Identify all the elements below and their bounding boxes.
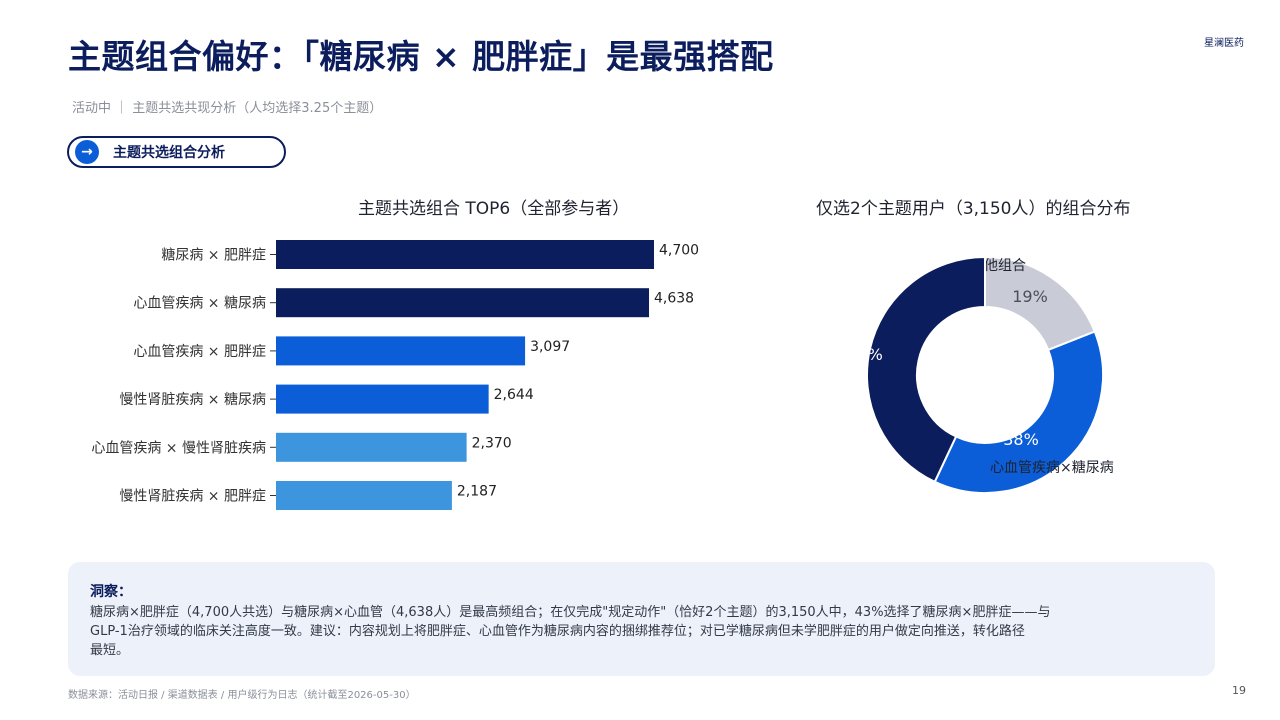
donut-chart-title: 仅选2个主题用户（3,150人）的组合分布: [816, 199, 1131, 219]
bar: [276, 384, 489, 414]
bar: [276, 432, 467, 462]
bar: [276, 288, 650, 318]
insight-text: 糖尿病×肥胖症（4,700人共选）与糖尿病×心血管（4,638人）是最高频组合；…: [90, 603, 1193, 660]
arrow-right-icon: →: [75, 140, 99, 164]
slice-value-label: 43%: [847, 345, 883, 364]
page-number: 19: [1232, 684, 1246, 697]
donut-slice: [866, 255, 986, 484]
insight-line: 糖尿病×肥胖症（4,700人共选）与糖尿病×心血管（4,638人）是最高频组合；…: [90, 605, 1051, 620]
category-label: 糖尿病 × 肥胖症: [161, 248, 266, 264]
bar-value-label: 2,644: [494, 387, 534, 403]
section-pill-label: 主题共选组合分析: [113, 145, 225, 161]
page-subtitle: 活动中 ｜ 主题共选共现分析（人均选择3.25个主题）: [72, 101, 383, 116]
data-source-note: 数据来源：活动日报 / 渠道数据表 / 用户级行为日志（统计截至2026-05-…: [68, 690, 416, 701]
bar: [276, 240, 654, 269]
bar-value-label: 2,370: [472, 435, 512, 451]
brand-name: 星澜医药: [1204, 38, 1244, 49]
category-label: 慢性肾脏疾病 × 糖尿病: [119, 391, 266, 408]
category-label: 心血管疾病 × 糖尿病: [133, 296, 266, 312]
bar-chart-title: 主题共选组合 TOP6（全部参与者）: [358, 199, 630, 219]
category-label: 慢性肾脏疾病 × 肥胖症: [119, 488, 266, 505]
insight-line: 最短。: [90, 643, 130, 658]
section-pill: → 主题共选组合分析: [67, 136, 286, 168]
insight-line: GLP-1治疗领域的临床关注高度一致。建议：内容规划上将肥胖症、心血管作为糖尿病…: [90, 624, 1025, 639]
bar-value-label: 3,097: [530, 339, 570, 355]
bar-value-label: 2,187: [457, 484, 497, 500]
slice-value-label: 38%: [1003, 430, 1039, 449]
category-label: 心血管疾病 × 肥胖症: [133, 344, 266, 360]
page-title: 主题组合偏好：「糖尿病 × 肥胖症」是最强搭配: [68, 37, 774, 76]
slice-category-label: 心血管疾病×糖尿病: [990, 460, 1114, 476]
insight-title: 洞察：: [90, 584, 132, 600]
insight-box: 洞察： 糖尿病×肥胖症（4,700人共选）与糖尿病×心血管（4,638人）是最高…: [68, 562, 1215, 676]
category-label: 心血管疾病 × 慢性肾脏疾病: [91, 439, 266, 456]
bar: [276, 481, 452, 510]
donut-slice: [933, 330, 1104, 494]
bar-chart: 糖尿病 × 肥胖症 4,700 心血管疾病 × 糖尿病 4,638 心血管疾病 × 肥胖…: [91, 240, 699, 510]
slice-value-label: 19%: [1012, 287, 1048, 306]
bar-value-label: 4,638: [654, 291, 694, 307]
bar-value-label: 4,700: [659, 243, 699, 259]
bar: [276, 336, 526, 366]
